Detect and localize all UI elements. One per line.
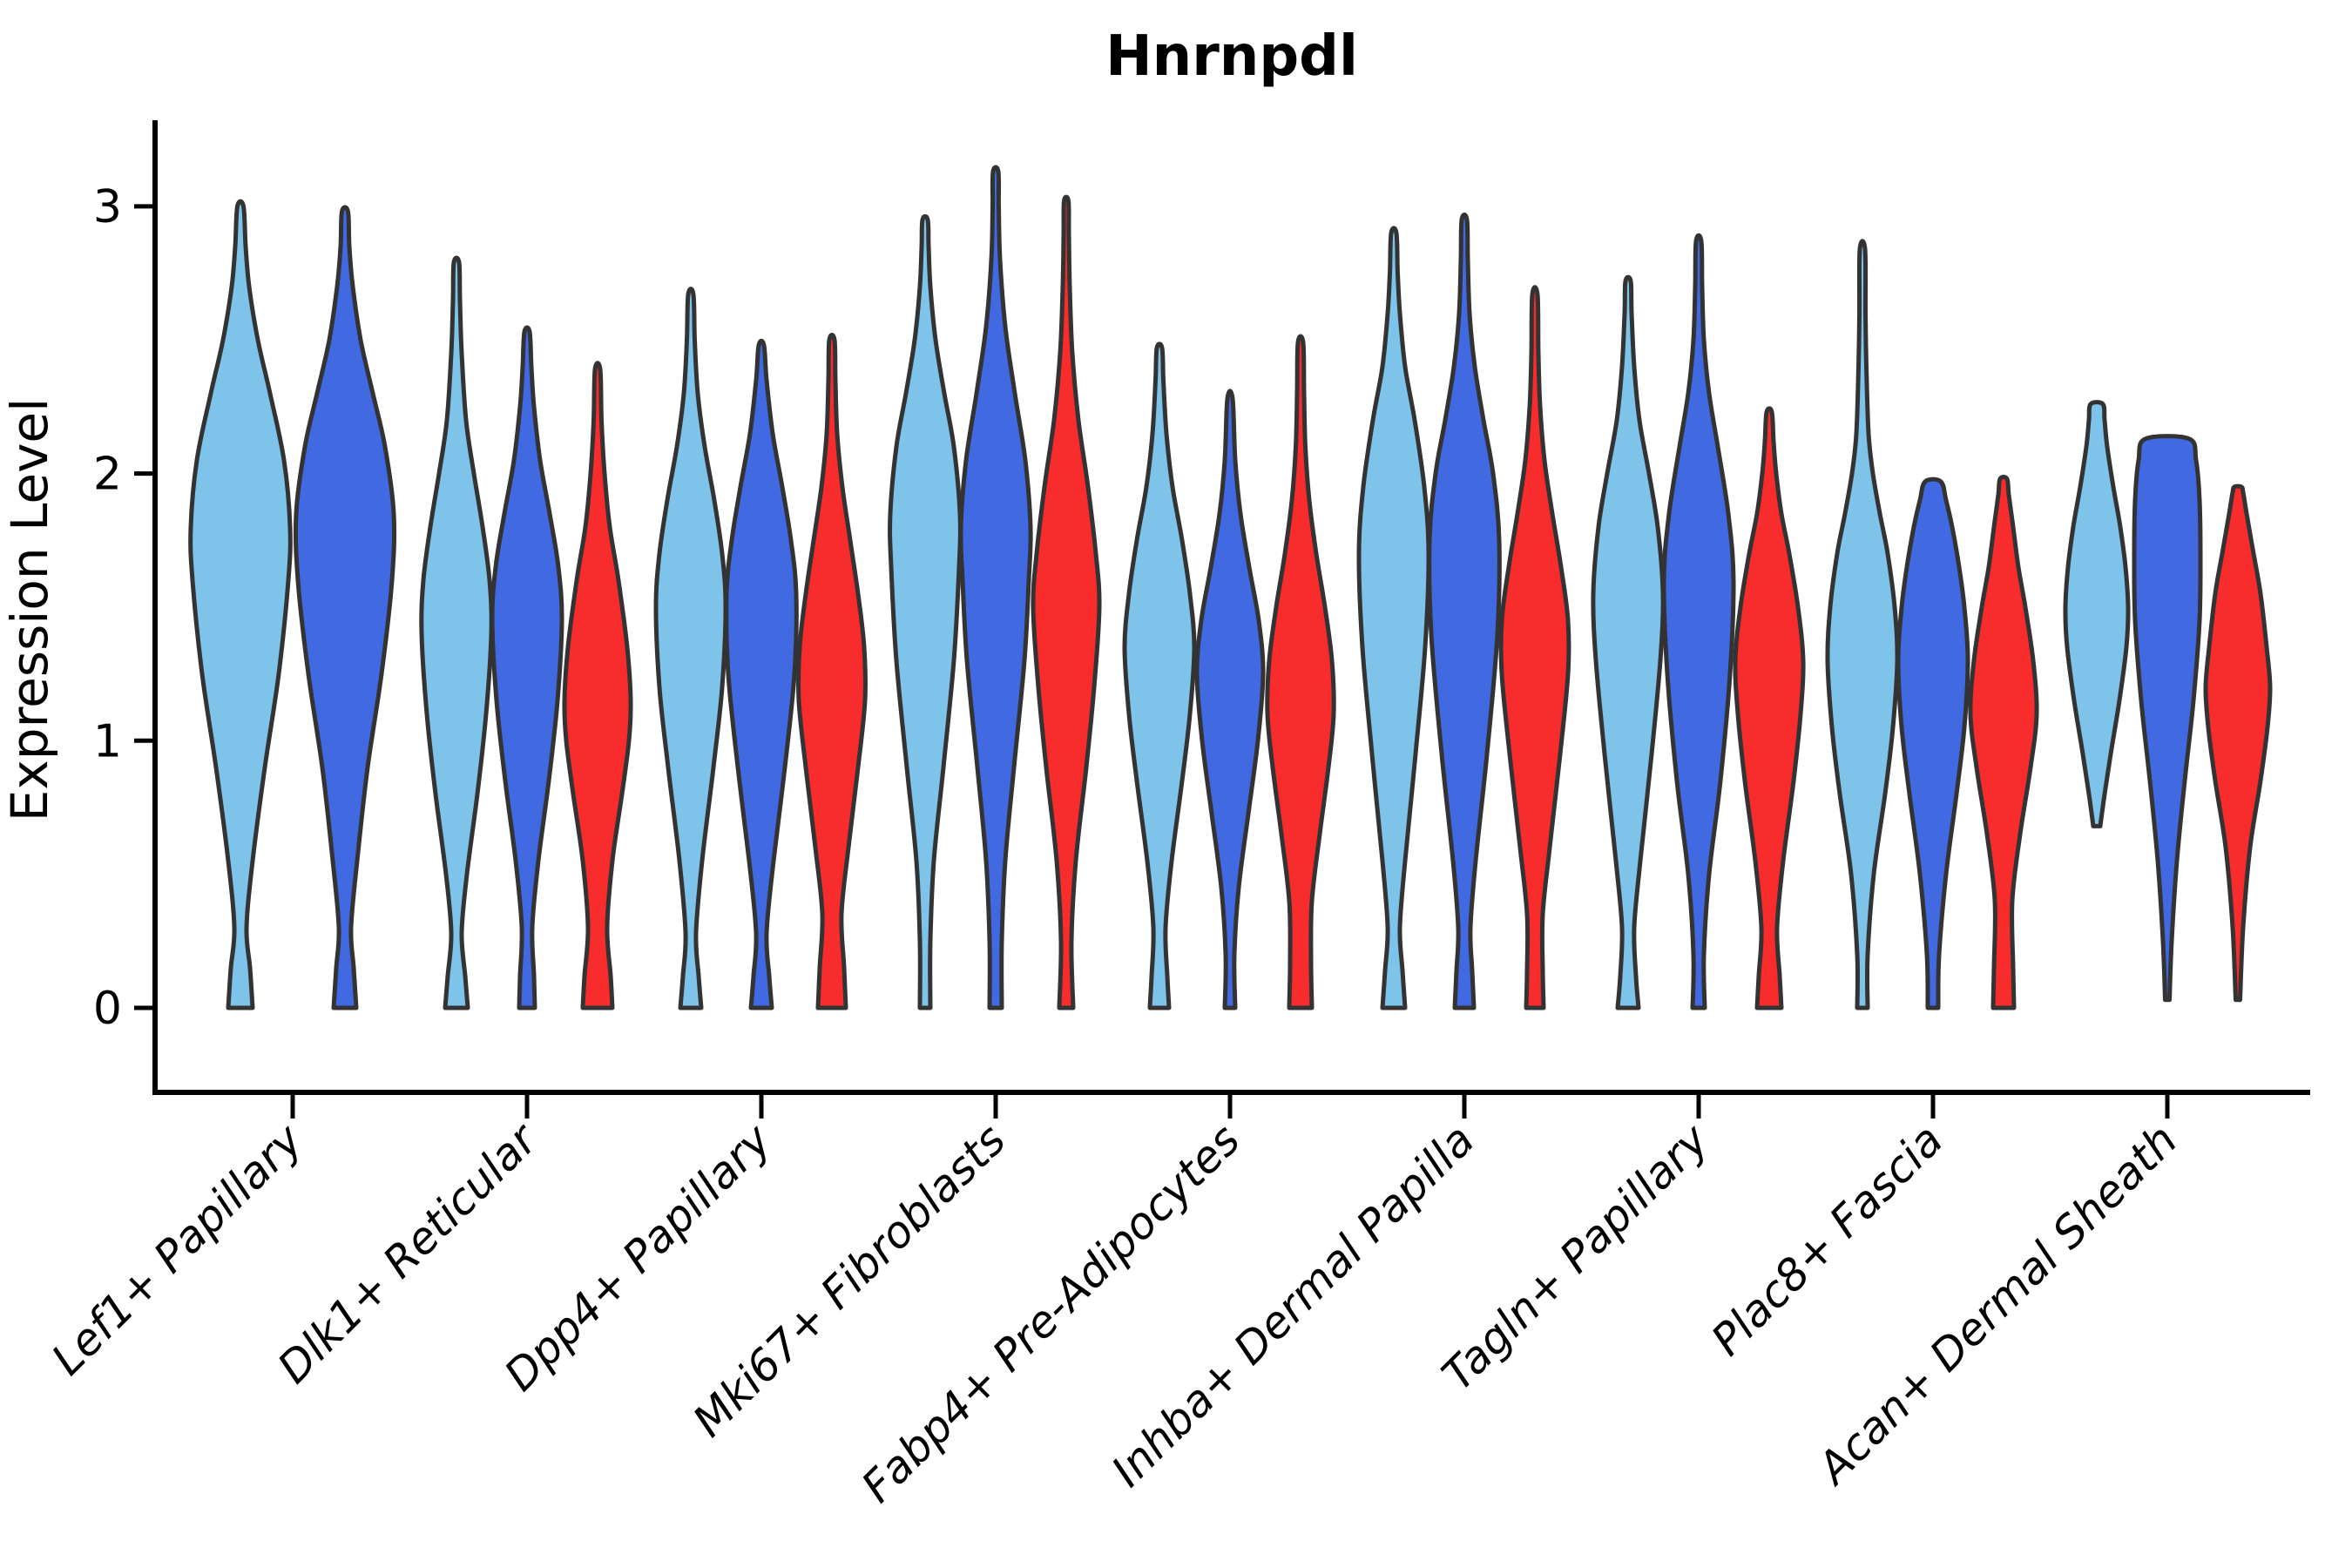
violin-light_blue	[1122, 341, 1197, 1010]
violin-light_blue	[1591, 274, 1666, 1010]
violin-royal_blue	[490, 325, 564, 1010]
violin-royal_blue	[958, 165, 1033, 1010]
violin-red	[1968, 474, 2039, 1010]
violin-royal_blue	[2132, 434, 2203, 1003]
y-tick-label: 1	[93, 715, 122, 767]
x-tick-label: Plac8+ Fascia	[1702, 1114, 1953, 1365]
violin-red	[1265, 334, 1336, 1010]
x-tick-label: Fabp4+ Pre-Adipocytes	[852, 1114, 1250, 1512]
y-axis-label: Expression Level	[0, 398, 59, 821]
violin-light_blue	[188, 199, 293, 1010]
violin-royal_blue	[293, 205, 397, 1010]
violin-red	[795, 333, 868, 1010]
violin-red	[1733, 406, 1806, 1010]
violin-red	[1498, 285, 1571, 1010]
violin-red	[562, 361, 633, 1010]
violin-light_blue	[1825, 239, 1900, 1010]
x-tick-label: Dlk1+ Reticular	[268, 1112, 549, 1393]
violin-light_blue	[2063, 400, 2131, 828]
violin-royal_blue	[1194, 389, 1266, 1010]
violin-red	[1031, 194, 1102, 1010]
violin-royal_blue	[1896, 476, 1970, 1010]
y-tick-label: 3	[93, 181, 122, 233]
x-tick-label: Lef1+ Papillary	[42, 1113, 313, 1384]
axes	[134, 120, 2310, 1119]
violin-red	[2203, 483, 2273, 1003]
chart-title: Hnrnpdl	[1105, 24, 1358, 89]
violin-light_blue	[888, 213, 963, 1010]
violins-layer	[188, 165, 2273, 1010]
violin-royal_blue	[1427, 213, 1502, 1010]
violin-light_blue	[419, 255, 494, 1010]
violin-royal_blue	[724, 338, 799, 1010]
violin-light_blue	[1356, 226, 1431, 1010]
violin-light_blue	[653, 287, 728, 1010]
y-tick-label: 0	[93, 983, 122, 1035]
y-tick-label: 2	[93, 449, 122, 501]
violin-royal_blue	[1661, 233, 1736, 1010]
